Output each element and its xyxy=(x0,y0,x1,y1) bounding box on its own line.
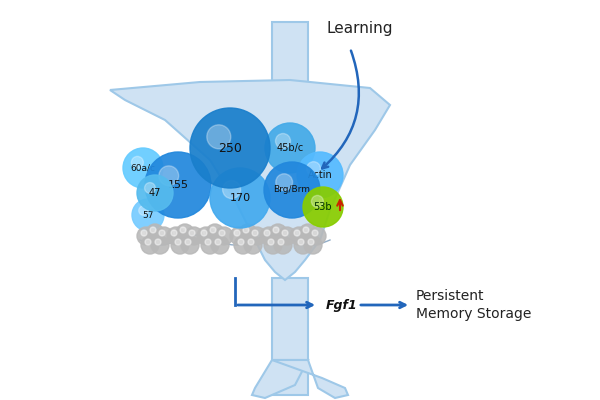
Circle shape xyxy=(151,236,169,254)
Circle shape xyxy=(207,125,231,149)
Circle shape xyxy=(248,239,254,245)
Circle shape xyxy=(155,227,173,245)
Polygon shape xyxy=(252,360,308,398)
Text: 170: 170 xyxy=(229,193,251,203)
Circle shape xyxy=(307,162,320,176)
Text: Fgf1: Fgf1 xyxy=(326,298,358,312)
Circle shape xyxy=(123,148,163,188)
Circle shape xyxy=(180,227,186,233)
Circle shape xyxy=(274,236,292,254)
Text: Persistent
Memory Storage: Persistent Memory Storage xyxy=(416,289,532,321)
Circle shape xyxy=(185,227,203,245)
Circle shape xyxy=(234,230,240,236)
Text: 250: 250 xyxy=(218,142,242,154)
Polygon shape xyxy=(272,360,348,398)
Circle shape xyxy=(171,230,177,236)
Circle shape xyxy=(303,187,343,227)
Circle shape xyxy=(276,174,293,190)
Circle shape xyxy=(290,227,308,245)
Circle shape xyxy=(155,239,161,245)
Circle shape xyxy=(223,181,241,198)
Circle shape xyxy=(215,227,233,245)
Circle shape xyxy=(181,236,199,254)
Polygon shape xyxy=(272,22,308,82)
Circle shape xyxy=(210,168,270,228)
Circle shape xyxy=(278,239,284,245)
Circle shape xyxy=(304,236,322,254)
Circle shape xyxy=(268,239,274,245)
Circle shape xyxy=(159,166,179,186)
Circle shape xyxy=(206,224,224,242)
Circle shape xyxy=(167,227,185,245)
Circle shape xyxy=(141,236,159,254)
Circle shape xyxy=(141,230,147,236)
Circle shape xyxy=(159,230,165,236)
Circle shape xyxy=(303,227,309,233)
Circle shape xyxy=(264,236,282,254)
Circle shape xyxy=(278,227,296,245)
Text: 45b/c: 45b/c xyxy=(277,143,304,153)
Circle shape xyxy=(210,227,216,233)
Circle shape xyxy=(312,230,318,236)
Circle shape xyxy=(298,239,304,245)
Circle shape xyxy=(238,239,244,245)
Circle shape xyxy=(265,123,315,173)
Circle shape xyxy=(273,227,279,233)
Circle shape xyxy=(299,224,317,242)
Circle shape xyxy=(252,230,258,236)
Circle shape xyxy=(205,239,211,245)
Circle shape xyxy=(185,239,191,245)
Circle shape xyxy=(145,152,211,218)
Text: 155: 155 xyxy=(167,180,188,190)
Text: 53b: 53b xyxy=(314,202,332,212)
Circle shape xyxy=(137,175,173,211)
Text: 47: 47 xyxy=(149,188,161,198)
Circle shape xyxy=(150,227,156,233)
Circle shape xyxy=(308,239,314,245)
Circle shape xyxy=(244,236,262,254)
Circle shape xyxy=(145,239,151,245)
Circle shape xyxy=(145,182,155,193)
Circle shape xyxy=(176,224,194,242)
Circle shape xyxy=(146,224,164,242)
Text: Actin: Actin xyxy=(308,170,332,180)
Circle shape xyxy=(264,162,320,218)
Circle shape xyxy=(189,230,195,236)
Circle shape xyxy=(297,152,343,198)
Circle shape xyxy=(248,227,266,245)
Circle shape xyxy=(197,227,215,245)
Circle shape xyxy=(311,195,323,207)
Circle shape xyxy=(211,236,229,254)
Text: 60a/c: 60a/c xyxy=(131,164,155,172)
Circle shape xyxy=(171,236,189,254)
Circle shape xyxy=(269,224,287,242)
Circle shape xyxy=(239,224,257,242)
Circle shape xyxy=(175,239,181,245)
Circle shape xyxy=(190,108,270,188)
Circle shape xyxy=(260,227,278,245)
Circle shape xyxy=(275,134,290,148)
Circle shape xyxy=(294,236,312,254)
Circle shape xyxy=(132,199,164,231)
Circle shape xyxy=(282,230,288,236)
Circle shape xyxy=(139,206,148,215)
Circle shape xyxy=(131,156,143,168)
Circle shape xyxy=(308,227,326,245)
Polygon shape xyxy=(110,80,390,280)
Circle shape xyxy=(243,227,249,233)
Circle shape xyxy=(137,227,155,245)
Circle shape xyxy=(234,236,252,254)
Circle shape xyxy=(294,230,300,236)
Text: Brg/Brm: Brg/Brm xyxy=(274,186,311,194)
Text: 57: 57 xyxy=(142,210,154,220)
Circle shape xyxy=(201,236,219,254)
Circle shape xyxy=(219,230,225,236)
Circle shape xyxy=(230,227,248,245)
Polygon shape xyxy=(272,278,308,395)
Text: Learning: Learning xyxy=(327,20,393,36)
Circle shape xyxy=(264,230,270,236)
Circle shape xyxy=(215,239,221,245)
Circle shape xyxy=(201,230,207,236)
